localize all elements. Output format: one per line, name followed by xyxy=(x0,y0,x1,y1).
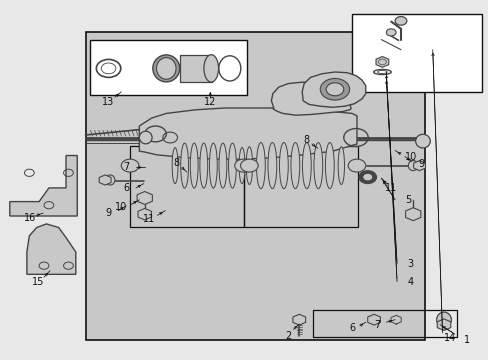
Ellipse shape xyxy=(246,147,252,184)
Circle shape xyxy=(121,159,139,172)
Bar xyxy=(180,55,211,82)
Ellipse shape xyxy=(313,143,322,189)
Ellipse shape xyxy=(219,143,226,188)
Ellipse shape xyxy=(338,147,344,184)
Bar xyxy=(85,32,425,340)
Ellipse shape xyxy=(256,143,264,189)
Circle shape xyxy=(240,159,258,172)
Text: 14: 14 xyxy=(443,333,455,343)
Ellipse shape xyxy=(415,134,429,148)
Text: 5: 5 xyxy=(405,195,410,205)
Text: 8: 8 xyxy=(173,158,179,168)
Circle shape xyxy=(320,78,349,100)
Bar xyxy=(351,14,481,92)
Polygon shape xyxy=(271,82,350,115)
Text: 11: 11 xyxy=(142,214,155,224)
Ellipse shape xyxy=(279,143,288,189)
Ellipse shape xyxy=(153,55,180,82)
Text: 10: 10 xyxy=(404,152,416,162)
Ellipse shape xyxy=(172,148,178,184)
Circle shape xyxy=(362,174,372,181)
Text: 8: 8 xyxy=(303,135,308,145)
Ellipse shape xyxy=(228,143,236,188)
Circle shape xyxy=(234,159,252,172)
Ellipse shape xyxy=(407,161,417,171)
Text: 2: 2 xyxy=(285,330,291,341)
Ellipse shape xyxy=(200,143,207,188)
Text: 7: 7 xyxy=(374,320,380,330)
Ellipse shape xyxy=(190,143,198,188)
Text: 4: 4 xyxy=(407,276,413,287)
Text: 13: 13 xyxy=(102,96,115,107)
Text: 1: 1 xyxy=(463,335,469,345)
Circle shape xyxy=(347,159,365,172)
Text: 10: 10 xyxy=(115,202,127,212)
Bar xyxy=(90,40,246,95)
Ellipse shape xyxy=(302,143,310,189)
Polygon shape xyxy=(139,108,356,159)
Text: 11: 11 xyxy=(384,183,397,193)
Text: 9: 9 xyxy=(105,208,111,218)
Text: 3: 3 xyxy=(407,258,413,269)
Text: 12: 12 xyxy=(203,96,216,107)
Circle shape xyxy=(325,83,343,96)
Text: 7: 7 xyxy=(123,162,129,172)
Text: 15: 15 xyxy=(32,276,44,287)
Ellipse shape xyxy=(239,148,244,184)
Text: 16: 16 xyxy=(24,213,37,223)
Ellipse shape xyxy=(203,55,218,82)
Ellipse shape xyxy=(290,143,299,189)
Ellipse shape xyxy=(105,175,115,185)
Ellipse shape xyxy=(436,312,450,327)
Ellipse shape xyxy=(156,58,176,79)
Bar xyxy=(243,146,358,227)
Polygon shape xyxy=(302,72,365,107)
Text: 6: 6 xyxy=(348,323,354,333)
Circle shape xyxy=(386,29,395,36)
Text: 6: 6 xyxy=(123,183,129,193)
Ellipse shape xyxy=(325,143,334,189)
Polygon shape xyxy=(10,156,77,216)
Ellipse shape xyxy=(267,143,276,189)
Circle shape xyxy=(394,17,406,25)
Bar xyxy=(129,146,244,227)
Polygon shape xyxy=(27,224,76,274)
Ellipse shape xyxy=(209,143,217,188)
Circle shape xyxy=(358,171,376,184)
Ellipse shape xyxy=(181,143,188,188)
Ellipse shape xyxy=(139,131,152,144)
Text: 9: 9 xyxy=(418,159,424,169)
